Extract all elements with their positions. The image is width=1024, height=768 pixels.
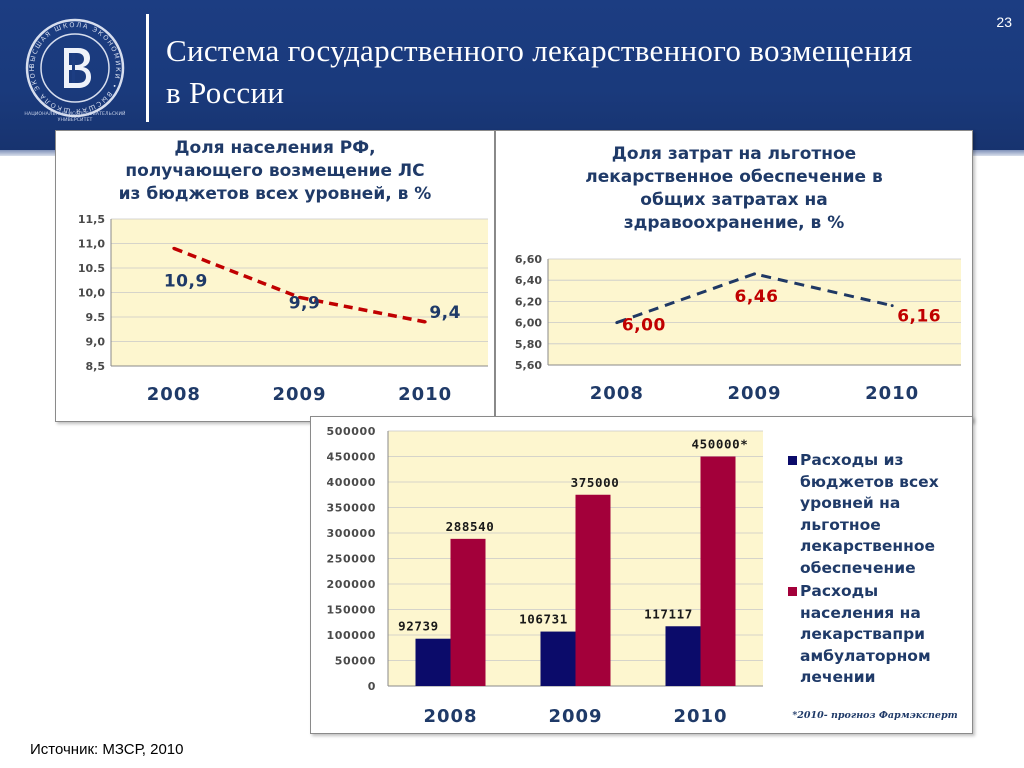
bar-value-label: 106731 (519, 612, 568, 627)
chart-title: Доля населения РФ, получающего возмещени… (118, 138, 432, 204)
slide-header: ВЫСШАЯ ШКОЛА ЭКОНОМИКИ • ВЫСШАЯ ШКОЛА ЭК… (0, 0, 1024, 150)
y-tick-label: 50000 (335, 655, 376, 668)
x-tick-label: 2010 (673, 706, 727, 727)
x-tick-label: 2008 (423, 706, 477, 727)
source-note: Источник: МЗСР, 2010 (30, 741, 184, 758)
page-title: Система государственного лекарственного … (166, 33, 913, 110)
x-tick-label: 2008 (590, 383, 644, 404)
y-tick-label: 10.5 (78, 262, 105, 275)
y-tick-label: 0 (368, 680, 376, 693)
y-tick-label: 6,60 (515, 253, 542, 266)
y-tick-label: 11,0 (78, 238, 105, 251)
chart-cost-share: Доля затрат на льготное лекарственное об… (495, 130, 973, 422)
data-label: 9,9 (289, 293, 321, 313)
legend-item: Расходы из бюджетов всех уровней на льго… (788, 450, 968, 579)
y-tick-label: 200000 (326, 578, 376, 591)
y-tick-label: 8,5 (86, 360, 106, 373)
svg-text:ВЫСШАЯ ШКОЛА ЭКОНОМИКИ • ВЫСША: ВЫСШАЯ ШКОЛА ЭКОНОМИКИ • ВЫСШАЯ ШКОЛА ЭК… (20, 12, 122, 115)
bar-value-label: 117117 (644, 606, 693, 621)
chart-expenditures: 0 50000 100000 150000 200000 250000 300000 3500… (310, 416, 973, 734)
data-label: 6,00 (622, 316, 666, 336)
bar-value-label: 92739 (398, 619, 439, 634)
data-point (753, 272, 756, 276)
data-point (423, 320, 427, 324)
y-tick-label: 5,80 (515, 338, 542, 351)
y-tick-label: 350000 (326, 502, 376, 515)
y-tick-label: 500000 (326, 425, 376, 438)
data-label: 9,4 (429, 303, 461, 323)
bar (450, 538, 486, 686)
y-tick-label: 250000 (326, 553, 376, 566)
y-tick-label: 400000 (326, 476, 376, 489)
y-tick-label: 6,20 (515, 295, 542, 308)
bar-value-label: 450000* (692, 437, 749, 452)
data-point (890, 304, 894, 308)
bar-value-label: 288540 (446, 519, 495, 534)
y-tick-label: 6,00 (515, 317, 542, 330)
legend-label: Расходы населения на лекарствапри амбула… (800, 582, 931, 686)
data-label: 10,9 (164, 271, 208, 291)
x-tick-label: 2009 (727, 383, 781, 404)
y-tick-label: 150000 (326, 604, 376, 617)
page-number: 23 (996, 14, 1012, 30)
x-tick-label: 2010 (398, 384, 452, 405)
y-tick-label: 6,40 (515, 274, 542, 287)
line-chart-1: 8,5 9,0 9.5 10,0 10.5 11,0 11,5 2008 2009 2010 10,… (78, 213, 488, 405)
chart-footnote: *2010- прогноз Фармэксперт (792, 710, 958, 721)
y-tick-label: 9.5 (86, 311, 106, 324)
bar (415, 638, 451, 686)
y-tick-label: 100000 (326, 629, 376, 642)
bar-chart-legend: Расходы из бюджетов всех уровней на льго… (788, 450, 968, 691)
y-tick-label: 300000 (326, 527, 376, 540)
bar (540, 631, 576, 686)
legend-swatch (788, 587, 797, 596)
chart-population-share: Доля населения РФ, получающего возмещени… (55, 130, 495, 422)
data-point (615, 321, 619, 325)
y-tick-label: 11,5 (78, 213, 105, 226)
data-point (298, 295, 301, 299)
series-line (616, 272, 893, 325)
data-label: 6,16 (897, 307, 941, 327)
x-tick-label: 2008 (147, 384, 201, 405)
university-logo-icon: ВЫСШАЯ ШКОЛА ЭКОНОМИКИ • ВЫСШАЯ ШКОЛА ЭК… (20, 12, 125, 118)
legend-item: Расходы населения на лекарствапри амбула… (788, 581, 968, 689)
data-label: 6,46 (735, 287, 779, 307)
x-tick-label: 2009 (548, 706, 602, 727)
y-tick-label: 5,60 (515, 359, 542, 372)
bar-chart: 0 50000 100000 150000 200000 250000 300000 3500… (326, 425, 763, 727)
data-point (172, 246, 176, 250)
bar (700, 456, 736, 686)
header-divider (146, 14, 149, 122)
x-tick-label: 2009 (272, 384, 326, 405)
y-tick-label: 9,0 (86, 336, 106, 349)
line-chart-2: 5,60 5,80 6,00 6,20 6,40 6,60 2008 2009 2010 6,00… (515, 253, 961, 404)
legend-label: Расходы из бюджетов всех уровней на льго… (800, 451, 939, 577)
bar (575, 494, 611, 686)
plot-area (548, 259, 961, 365)
y-tick-label: 450000 (326, 451, 376, 464)
y-tick-label: 10,0 (78, 287, 105, 300)
chart-title: Доля затрат на льготное лекарственное об… (585, 144, 883, 233)
bar (665, 626, 701, 686)
logo-caption: НАЦИОНАЛЬНЫЙ ИССЛЕДОВАТЕЛЬСКИЙ УНИВЕРСИТ… (24, 112, 126, 123)
x-tick-label: 2010 (865, 383, 919, 404)
legend-swatch (788, 456, 797, 465)
bar-value-label: 375000 (571, 475, 620, 490)
